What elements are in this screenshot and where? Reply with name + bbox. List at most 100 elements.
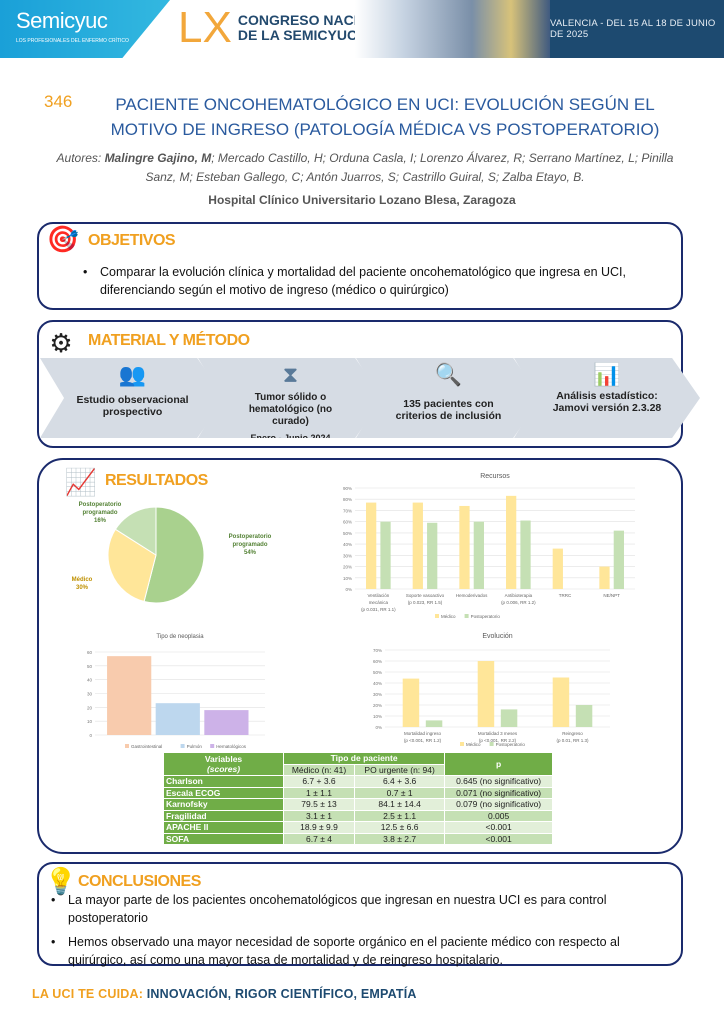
congress-number: LX [178, 3, 232, 52]
pie-slice [143, 506, 205, 604]
y-tick-label: 80% [343, 497, 352, 502]
legend-swatch [460, 742, 464, 746]
x-tick-label: Mortalidad 3 meses [478, 731, 518, 736]
table-cell: 0.071 (no significativo) [444, 786, 553, 799]
table-cell: 1 ± 1.1 [283, 786, 355, 799]
table-cell: 12.5 ± 6.6 [353, 821, 446, 834]
x-tick-label: (p <0.001, RR 1.2) [404, 738, 442, 743]
header-po-urgente: PO urgente (n: 94) [353, 763, 446, 776]
conclusion-bullet: Hemos observado una mayor necesidad de s… [48, 933, 678, 969]
table-row: Charlson 6.7 + 3.6 6.4 + 3.6 0.645 (no sign… [163, 775, 553, 788]
y-tick-label: 0 [89, 733, 92, 738]
slogan-lead: LA UCI TE CUIDA: [32, 987, 144, 1001]
method-step: 🔍 135 pacientes con criterios de inclusió… [356, 358, 541, 438]
first-author: Malingre Gajino, M [104, 151, 212, 165]
table-cell: 79.5 ± 13 [283, 798, 355, 811]
bar [599, 566, 610, 589]
x-tick-label: TRRC [559, 593, 572, 598]
y-tick-label: 50 [87, 664, 93, 669]
variable-name: Escala ECOG [163, 786, 284, 799]
congress-banner: Semicyuc LOS PROFESIONALES DEL ENFERMO C… [0, 0, 724, 58]
table-cell: 3.8 ± 2.7 [353, 832, 446, 845]
resultados-title: RESULTADOS [105, 472, 208, 489]
chart-title: Recursos [480, 473, 510, 480]
legend-label: Hematológicos [216, 744, 247, 749]
method-step: ⧗ Tumor sólido o hematológico (no curado)… [198, 358, 383, 438]
congress-line2: DE LA SEMICYUC [237, 27, 358, 43]
y-tick-label: 30 [87, 692, 93, 697]
bar [552, 677, 570, 727]
pie-label: Médico [72, 577, 93, 583]
pie-chart-motivo-ingreso: Postoperatorio programado 54% Médico 30% Post… [72, 502, 272, 604]
pie-label: 54% [244, 550, 257, 556]
poster-number: 346 [44, 92, 73, 111]
metodo-title: MATERIAL Y MÉTODO [88, 332, 250, 349]
legend-swatch [489, 742, 494, 746]
variable-name: SOFA [163, 832, 284, 845]
bar [500, 709, 518, 727]
objetivos-bullet: Comparar la evolución clínica y mortalid… [80, 263, 670, 299]
bar [427, 522, 438, 589]
search-person-icon: 🔍 [434, 362, 463, 387]
bar-chart-evolucion: Evolución 0% 10% 20% 30% 40% 50% 60% 70% Mortalid… [373, 633, 610, 747]
legend-swatch [210, 744, 215, 748]
x-tick-label: (p 0.01, RR 1.3) [556, 738, 589, 743]
legend-label: Médico [466, 742, 481, 747]
x-tick-label: Mortalidad ingreso [404, 731, 442, 736]
x-tick-label: Reingreso [562, 731, 583, 736]
chart-title: Tipo de neoplasia [156, 634, 204, 640]
pie-label: Postoperatorio [79, 502, 122, 508]
hospital: Hospital Clínico Universitario Lozano Bl… [208, 193, 516, 207]
hourglass-icon: ⧗ [282, 362, 299, 387]
resultados-section [37, 458, 683, 854]
authors-label: Autores: [56, 151, 105, 165]
slogan-rest: INNOVACIÓN, RIGOR CIENTÍFICO, EMPATÍA [143, 987, 417, 1001]
bar [459, 505, 470, 589]
method-step: 📊 Análisis estadístico: Jamovi versión 2.… [514, 358, 700, 438]
legend-label: Médico [441, 614, 456, 619]
table-row: APACHE II 18.9 ± 9.9 12.5 ± 6.6 <0.001 [163, 821, 553, 834]
y-tick-label: 60% [343, 520, 352, 525]
y-tick-label: 60 [87, 650, 93, 655]
valencia-image [355, 0, 550, 58]
x-tick-label: Ventilación [367, 593, 389, 598]
bar [613, 530, 624, 589]
y-tick-label: 0% [345, 587, 352, 592]
conclusiones-title: CONCLUSIONES [78, 873, 201, 890]
x-tick-label: Hemoderivados [456, 593, 488, 598]
bar [520, 520, 531, 589]
y-tick-label: 10% [373, 714, 382, 719]
bar-chart-recursos: Recursos 0% 10% 20% 30% 40% 50% 60% 70% 80% 90% Ven… [343, 473, 635, 619]
x-tick-label: NE/NPT [603, 593, 620, 598]
pie-slice [114, 506, 157, 556]
header-medico: Médico (n: 41) [283, 763, 355, 776]
y-tick-label: 20% [373, 703, 382, 708]
chart-title: Evolución [482, 633, 512, 640]
legend-label: Gastrointestinal [131, 744, 162, 749]
table-row: SOFA 6.7 ± 4 3.8 ± 2.7 <0.001 [163, 832, 553, 845]
target-icon: 🎯 [46, 224, 80, 254]
y-tick-label: 60% [373, 659, 382, 664]
table-cell: 6.7 + 3.6 [283, 775, 355, 788]
table-cell: 3.1 ± 1 [283, 809, 355, 822]
legend-swatch [464, 614, 469, 618]
logo-text: Semicyuc [16, 8, 108, 33]
y-tick-label: 10 [87, 719, 93, 724]
y-tick-label: 70% [373, 648, 382, 653]
bar [575, 705, 593, 727]
bar [107, 656, 152, 735]
y-tick-label: 50% [373, 670, 382, 675]
legend-label: Postoperatorio [471, 614, 501, 619]
table-cell: 0.7 ± 1 [353, 786, 446, 799]
header-p: p [444, 752, 553, 776]
legend-label: Pulmón [187, 744, 203, 749]
pie-label: programado [82, 510, 117, 516]
table-cell: 0.005 [444, 809, 553, 822]
y-tick-label: 50% [343, 531, 352, 536]
y-tick-label: 30% [373, 692, 382, 697]
bar [412, 502, 423, 589]
legend-label: Postoperatorio [496, 742, 526, 747]
step-text: Estudio observacional prospectivo [76, 394, 189, 418]
bar [155, 703, 200, 735]
table-cell: 0.079 (no significativo) [444, 798, 553, 811]
